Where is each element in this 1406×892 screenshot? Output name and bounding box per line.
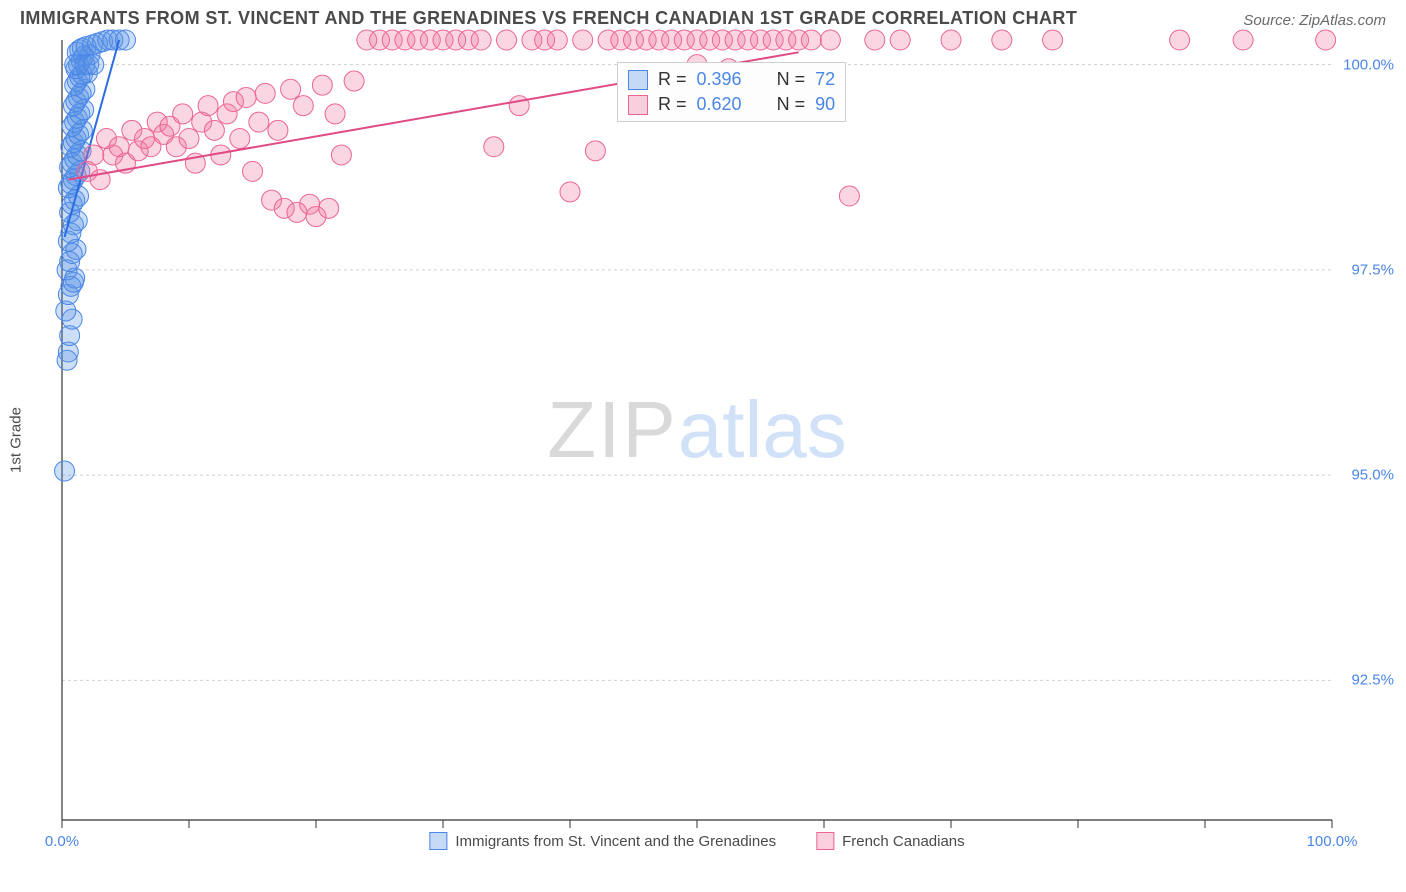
stat-swatch <box>628 70 648 90</box>
legend-swatch <box>429 832 447 850</box>
source-prefix: Source: <box>1243 12 1299 29</box>
legend-swatch <box>816 832 834 850</box>
legend-label: French Canadians <box>842 833 965 850</box>
y-tick-label: 100.0% <box>1343 56 1394 73</box>
source-label: Source: ZipAtlas.com <box>1243 12 1386 29</box>
legend-label: Immigrants from St. Vincent and the Gren… <box>455 833 776 850</box>
legend-item: French Canadians <box>816 832 965 850</box>
legend-item: Immigrants from St. Vincent and the Gren… <box>429 832 776 850</box>
y-axis-label: 1st Grade <box>8 407 25 473</box>
correlation-stats-box: R = 0.396 N = 72R = 0.620 N = 90 <box>617 62 846 122</box>
y-tick-label: 97.5% <box>1351 261 1394 278</box>
legend: Immigrants from St. Vincent and the Gren… <box>429 832 964 850</box>
x-tick-label: 0.0% <box>45 833 79 850</box>
plot: ZIPatlas R = 0.396 N = 72R = 0.620 N = 9… <box>62 40 1332 820</box>
y-tick-label: 92.5% <box>1351 672 1394 689</box>
chart-svg <box>62 40 1332 820</box>
source-name: ZipAtlas.com <box>1299 12 1386 29</box>
stat-row: R = 0.620 N = 90 <box>628 92 835 117</box>
plot-area: 1st Grade ZIPatlas R = 0.396 N = 72R = 0… <box>20 40 1386 840</box>
chart-title: IMMIGRANTS FROM ST. VINCENT AND THE GREN… <box>20 8 1077 29</box>
stat-row: R = 0.396 N = 72 <box>628 67 835 92</box>
y-tick-label: 95.0% <box>1351 467 1394 484</box>
stat-swatch <box>628 95 648 115</box>
x-tick-label: 100.0% <box>1307 833 1358 850</box>
